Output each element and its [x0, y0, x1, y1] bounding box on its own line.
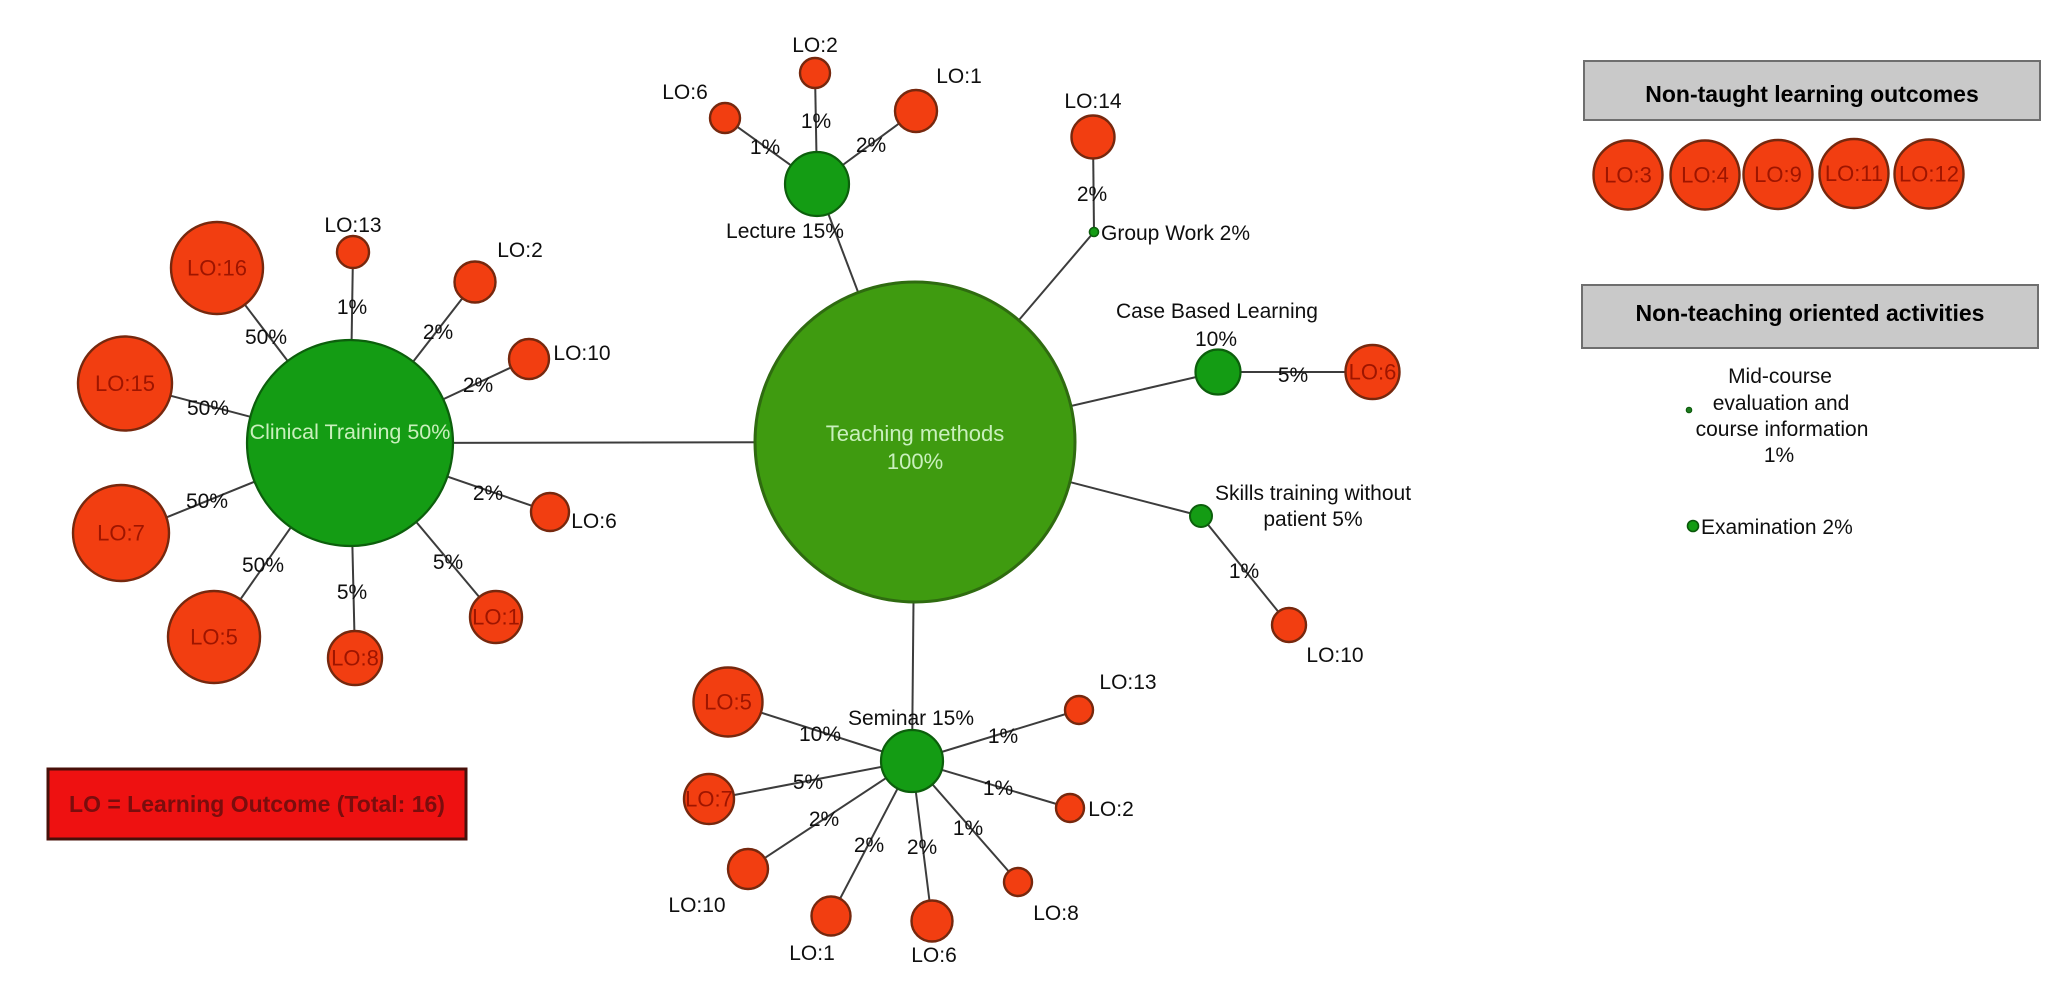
- svg-text:50%: 50%: [186, 490, 228, 513]
- svg-text:1%: 1%: [953, 817, 983, 840]
- svg-text:10%: 10%: [799, 723, 841, 746]
- svg-text:LO:8: LO:8: [1033, 902, 1079, 925]
- svg-text:LO:5: LO:5: [190, 625, 238, 650]
- svg-text:2%: 2%: [463, 374, 493, 397]
- svg-text:LO:9: LO:9: [1754, 162, 1802, 187]
- svg-text:Teaching methods: Teaching methods: [826, 421, 1005, 446]
- svg-text:LO:13: LO:13: [1099, 671, 1156, 694]
- svg-text:2%: 2%: [907, 836, 937, 859]
- svg-text:2%: 2%: [854, 834, 884, 857]
- svg-text:Skills training without: Skills training without: [1215, 482, 1411, 505]
- svg-text:LO:10: LO:10: [1306, 644, 1363, 667]
- svg-text:LO:2: LO:2: [792, 34, 838, 57]
- svg-text:1%: 1%: [1229, 560, 1259, 583]
- svg-text:LO:6: LO:6: [1349, 360, 1397, 385]
- svg-text:LO:10: LO:10: [553, 342, 610, 365]
- svg-text:5%: 5%: [337, 581, 367, 604]
- svg-text:LO:4: LO:4: [1681, 163, 1729, 188]
- svg-text:LO:15: LO:15: [95, 371, 155, 396]
- svg-text:Seminar 15%: Seminar 15%: [848, 707, 974, 730]
- svg-text:LO:1: LO:1: [789, 942, 835, 965]
- svg-text:Non-taught learning outcomes: Non-taught learning outcomes: [1645, 81, 1979, 107]
- svg-text:2%: 2%: [856, 134, 886, 157]
- svg-text:LO:1: LO:1: [936, 65, 982, 88]
- svg-text:1%: 1%: [988, 725, 1018, 748]
- svg-text:LO:7: LO:7: [97, 521, 145, 546]
- svg-text:2%: 2%: [423, 321, 453, 344]
- svg-text:5%: 5%: [433, 551, 463, 574]
- svg-text:evaluation and: evaluation and: [1713, 392, 1850, 415]
- svg-text:LO:7: LO:7: [685, 787, 733, 812]
- svg-text:2%: 2%: [809, 808, 839, 831]
- svg-text:10%: 10%: [1195, 328, 1237, 351]
- svg-text:1%: 1%: [801, 110, 831, 133]
- svg-text:LO:11: LO:11: [1825, 161, 1883, 186]
- svg-text:Case Based Learning: Case Based Learning: [1116, 300, 1318, 323]
- svg-text:100%: 100%: [887, 449, 943, 474]
- svg-text:Group Work 2%: Group Work 2%: [1101, 222, 1250, 245]
- svg-text:Clinical Training 50%: Clinical Training 50%: [250, 420, 451, 444]
- svg-text:5%: 5%: [1278, 364, 1308, 387]
- svg-text:LO:2: LO:2: [497, 239, 543, 262]
- svg-text:Examination 2%: Examination 2%: [1701, 516, 1853, 539]
- svg-text:LO:6: LO:6: [911, 944, 957, 967]
- svg-text:5%: 5%: [793, 771, 823, 794]
- svg-text:course information: course information: [1696, 418, 1869, 441]
- svg-text:1%: 1%: [1764, 444, 1794, 467]
- svg-text:LO:14: LO:14: [1064, 90, 1122, 113]
- svg-text:2%: 2%: [1077, 183, 1107, 206]
- svg-text:LO:2: LO:2: [1088, 798, 1134, 821]
- svg-text:Mid-course: Mid-course: [1728, 365, 1832, 388]
- svg-text:50%: 50%: [187, 397, 229, 420]
- svg-text:patient 5%: patient 5%: [1263, 508, 1362, 531]
- svg-text:1%: 1%: [750, 136, 780, 159]
- svg-text:LO:3: LO:3: [1604, 163, 1652, 188]
- svg-text:2%: 2%: [473, 482, 503, 505]
- svg-text:50%: 50%: [242, 554, 284, 577]
- svg-text:1%: 1%: [337, 296, 367, 319]
- svg-text:LO:12: LO:12: [1899, 162, 1959, 187]
- svg-text:LO:10: LO:10: [668, 894, 725, 917]
- svg-text:LO:16: LO:16: [187, 256, 247, 281]
- svg-text:Non-teaching oriented activiti: Non-teaching oriented activities: [1636, 300, 1985, 326]
- svg-text:1%: 1%: [983, 777, 1013, 800]
- svg-text:LO = Learning Outcome (Total:: LO = Learning Outcome (Total: 16): [69, 791, 445, 817]
- svg-text:Lecture 15%: Lecture 15%: [726, 220, 844, 243]
- svg-text:LO:1: LO:1: [472, 605, 520, 630]
- svg-text:LO:5: LO:5: [704, 690, 752, 715]
- svg-text:LO:8: LO:8: [331, 646, 379, 671]
- svg-text:LO:6: LO:6: [662, 81, 708, 104]
- svg-text:50%: 50%: [245, 326, 287, 349]
- svg-text:LO:6: LO:6: [571, 510, 617, 533]
- svg-text:LO:13: LO:13: [324, 214, 381, 237]
